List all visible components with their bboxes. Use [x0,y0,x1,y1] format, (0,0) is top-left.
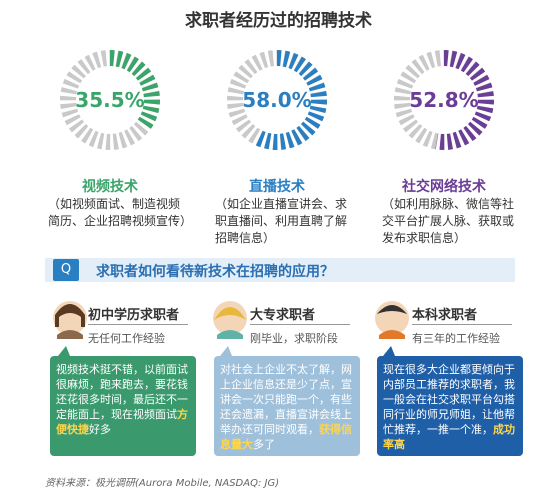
avatar [375,301,409,339]
gauge-title: 直播技术 [249,179,305,195]
ring-value [252,50,327,150]
persona-note: 无任何工作经验 [88,332,165,345]
persona-note: 有三年的工作经验 [412,332,500,345]
value-label: 52.8% [409,88,478,112]
avatar [53,301,87,339]
title: 求职者经历过的招聘技术 [185,11,372,31]
quote-text: 对社会上企业不太了解，网上企业信息还是少了点，宣讲会一次只能跑一个，有些还会遗漏… [220,363,352,436]
persona-name: 初中学历求职者 [88,308,180,323]
gauge-desc: （如利用脉脉、微信等社交平台扩展人脉、获取或发布求职信息） [382,197,515,245]
persona-name: 大专求职者 [250,308,316,323]
quote-bubble: 现在很多大企业都更倾向于内部员工推荐的求职者，我一般会在社交求职平台勾搭同行业的… [377,356,523,456]
quote-text: 方便快捷 [56,408,188,436]
persona-rule [250,324,350,325]
quote-text: 好多 [89,423,111,436]
quote-text: 多了 [253,438,275,451]
ring-value [435,50,494,150]
bubble-tail [58,346,70,356]
persona-note: 刚毕业，求职阶段 [250,332,338,345]
gauge-title: 视频技术 [82,179,138,195]
persona-rule [412,324,512,325]
avatar [213,301,247,339]
gauge-desc: （如视频面试、制造视频简历、企业招聘视频宣传） [48,197,193,228]
ring-value [109,50,160,131]
bubble-tail [383,346,395,356]
question-bar [45,258,515,282]
gauge-desc: （如企业直播宣讲会、求职直播间、利用直聘了解招聘信息） [215,197,348,245]
question-text: 求职者如何看待新技术在招聘的应用？ [96,264,334,280]
persona-rule [88,324,188,325]
quote-text: 视频技术挺不错，以前面试很麻烦，跑来跑去，要花钱还花很多时间，最后还不一定能面上… [56,363,188,421]
value-label: 58.0% [242,88,311,112]
quote-bubble: 对社会上企业不太了解，网上企业信息还是少了点，宣讲会一次只能跑一个，有些还会遗漏… [214,356,360,456]
quote-text: 获得信息量大 [220,423,352,451]
source: 资料来源：极光调研(Aurora Mobile, NASDAQ: JG) [45,478,280,489]
quote-text: 成功率高 [383,423,515,451]
quote-bubble: 视频技术挺不错，以前面试很麻烦，跑来跑去，要花钱还花很多时间，最后还不一定能面上… [50,356,196,456]
gauge-title: 社交网络技术 [402,179,486,195]
persona-name: 本科求职者 [412,308,478,323]
value-label: 35.5% [75,88,144,112]
question-badge: Q [53,259,79,281]
quote-text: 现在很多大企业都更倾向于内部员工推荐的求职者，我一般会在社交求职平台勾搭同行业的… [383,363,515,436]
bubble-tail [220,346,232,356]
